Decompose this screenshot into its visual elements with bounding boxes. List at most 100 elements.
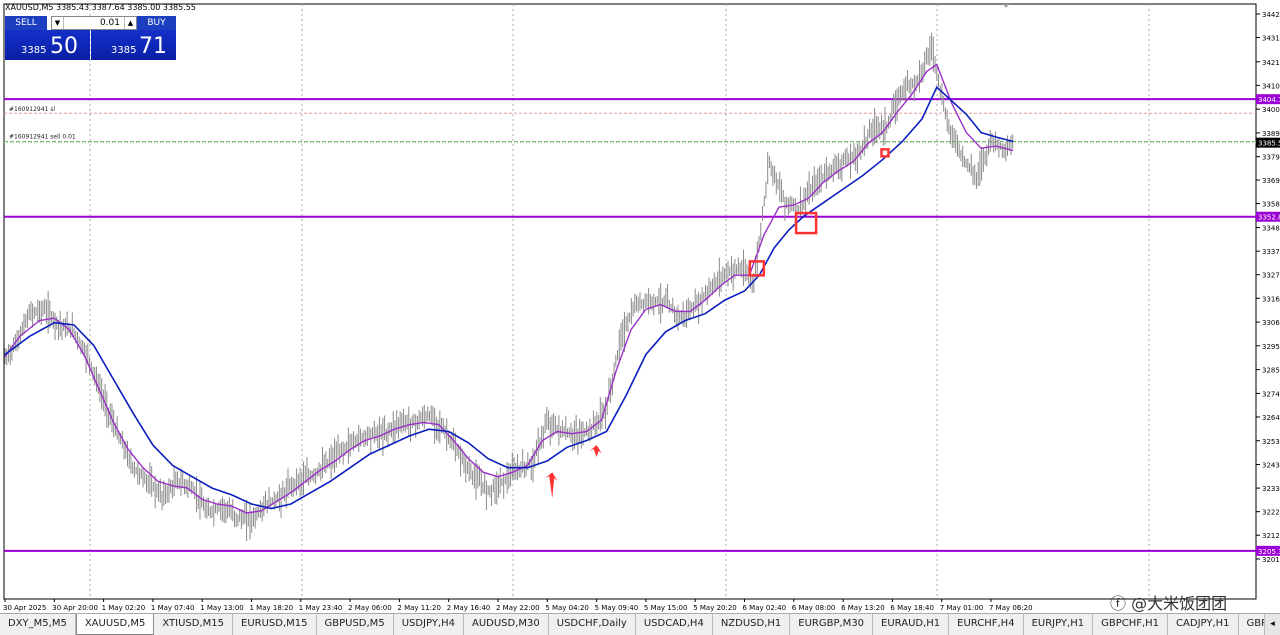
y-tick-label: 3421.2 xyxy=(1262,59,1280,67)
y-tick-label: 3264.4 xyxy=(1262,414,1280,422)
x-tick-label: 7 May 01:00 xyxy=(940,604,984,612)
y-tick-label: 3306.3 xyxy=(1262,319,1280,327)
x-tick-label: 1 May 23:40 xyxy=(299,604,343,612)
x-tick-label: 1 May 13:00 xyxy=(200,604,244,612)
x-tick-label: 1 May 07:40 xyxy=(151,604,195,612)
slow-moving-average-line xyxy=(4,85,1014,510)
current-price-label: 3385.5 xyxy=(1258,140,1280,148)
x-tick-label: 6 May 18:40 xyxy=(890,604,934,612)
chart-tab[interactable]: AUDUSD,M30 xyxy=(464,614,549,635)
order-label: #160912941 sell 0.01 xyxy=(9,134,76,141)
symbol-info-line: XAUUSD,M5 3385.43 3387.64 3385.00 3385.5… xyxy=(5,3,196,12)
lot-size-field[interactable]: ▼ 0.01 ▲ xyxy=(51,16,137,30)
one-click-trade-panel: SELL ▼ 0.01 ▲ BUY 3385 50 3385 71 xyxy=(5,16,176,60)
level-price-tag xyxy=(1256,94,1280,105)
x-tick-label: 2 May 06:00 xyxy=(348,604,392,612)
sell-button[interactable]: SELL xyxy=(5,16,47,30)
lot-increase-icon[interactable]: ▲ xyxy=(124,17,136,29)
fast-moving-average-line xyxy=(4,63,1014,514)
chart-tab[interactable]: USDCHF,Daily xyxy=(549,614,636,635)
buy-button[interactable]: BUY xyxy=(137,16,176,30)
chart-tab[interactable]: GBPCHF,H1 xyxy=(1093,614,1169,635)
plot-frame xyxy=(3,3,1257,600)
x-tick-label: 30 Apr 20:00 xyxy=(52,604,98,612)
level-price-tag xyxy=(1256,211,1280,222)
stop-loss-label: #160912941 sl xyxy=(9,106,55,113)
sell-price-box[interactable]: 3385 50 xyxy=(5,30,90,60)
y-tick-label: 3243.4 xyxy=(1262,462,1280,470)
chart-tab[interactable]: EURJPY,H1 xyxy=(1024,614,1094,635)
chart-tab[interactable]: XTIUSD,M15 xyxy=(154,614,234,635)
chart-tab[interactable]: CADJPY,H1 xyxy=(1168,614,1239,635)
level-price-label: 3404.7 xyxy=(1258,96,1280,104)
chart-tab[interactable]: XAUUSD,M5 xyxy=(75,614,155,635)
x-tick-label: 6 May 08:00 xyxy=(792,604,836,612)
x-tick-label: 30 Apr 2025 xyxy=(3,604,46,612)
chart-tab[interactable]: EURUSD,M15 xyxy=(233,614,317,635)
x-tick-label: 5 May 09:40 xyxy=(595,604,639,612)
arrow-marker xyxy=(545,472,558,499)
highlight-box xyxy=(880,148,890,158)
level-price-label: 3205.3 xyxy=(1258,548,1280,556)
y-tick-label: 3316.8 xyxy=(1262,295,1280,303)
x-tick-label: 7 May 06:20 xyxy=(989,604,1033,612)
chart-tab[interactable]: EURCHF,H4 xyxy=(949,614,1024,635)
y-tick-label: 3379.3 xyxy=(1262,154,1280,162)
chart-tabs-bar: DXY_M5,M5 XAUUSD,M5 XTIUSD,M15 EURUSD,M15 GB… xyxy=(0,613,1280,635)
y-tick-label: 3389.8 xyxy=(1262,130,1280,138)
sell-price-pips: 50 xyxy=(50,34,78,59)
x-tick-label: 2 May 22:00 xyxy=(496,604,540,612)
x-tick-label: 5 May 04:20 xyxy=(545,604,589,612)
symbol-ohlc: XAUUSD,M5 3385.43 3387.64 3385.00 3385.5… xyxy=(5,3,196,12)
chart-shift-icon xyxy=(1003,4,1009,8)
chart-tab[interactable]: USDJPY,H4 xyxy=(394,614,464,635)
chart-tab[interactable]: GBPUSD,M5 xyxy=(317,614,394,635)
y-tick-label: 3400.3 xyxy=(1262,106,1280,114)
chart-tab[interactable]: EURAUD,H1 xyxy=(873,614,950,635)
x-tick-label: 6 May 02:40 xyxy=(743,604,787,612)
x-tick-label: 2 May 11:20 xyxy=(397,604,441,612)
y-tick-label: 3201.7 xyxy=(1262,556,1280,564)
price-chart[interactable]: 3442.3 3431.9 3421.2 3410.8 3400.3 3389.8 3379… xyxy=(0,0,1280,613)
chart-tab[interactable]: EURGBP,M30 xyxy=(790,614,874,635)
y-tick-label: 3295.8 xyxy=(1262,343,1280,351)
watermark: ⓕ @大米饭团团 xyxy=(1110,594,1228,613)
lot-decrease-icon[interactable]: ▼ xyxy=(52,17,64,29)
y-tick-label: 3442.3 xyxy=(1262,11,1280,19)
x-tick-label: 5 May 15:00 xyxy=(644,604,688,612)
highlight-box xyxy=(748,260,766,277)
y-tick-label: 3348.0 xyxy=(1262,225,1280,233)
tab-scroll-left-icon[interactable]: ◂ xyxy=(1264,614,1280,635)
y-tick-label: 3327.2 xyxy=(1262,272,1280,280)
chart-tab[interactable]: DXY_M5,M5 xyxy=(0,614,76,635)
current-price-tag xyxy=(1256,137,1280,148)
y-tick-label: 3274.8 xyxy=(1262,390,1280,398)
lot-size-value[interactable]: 0.01 xyxy=(99,18,120,28)
y-tick-label: 3337.6 xyxy=(1262,248,1280,256)
x-tick-label: 5 May 20:20 xyxy=(693,604,737,612)
x-tick-label: 2 May 16:40 xyxy=(447,604,491,612)
y-tick-label: 3233.0 xyxy=(1262,485,1280,493)
buy-price-pips: 71 xyxy=(139,34,167,59)
y-tick-label: 3212.2 xyxy=(1262,532,1280,540)
buy-price-prefix: 3385 xyxy=(111,45,137,56)
y-tick-label: 3253.9 xyxy=(1262,438,1280,446)
level-price-tag xyxy=(1256,545,1280,556)
x-tick-label: 1 May 18:20 xyxy=(250,604,294,612)
x-tick-label: 6 May 13:20 xyxy=(841,604,885,612)
chart-tab[interactable]: USDCAD,H4 xyxy=(636,614,713,635)
buy-price-box[interactable]: 3385 71 xyxy=(91,30,176,60)
y-tick-label: 3369.0 xyxy=(1262,177,1280,185)
arrow-marker xyxy=(589,445,602,458)
sell-price-prefix: 3385 xyxy=(21,45,47,56)
y-tick-label: 3285.3 xyxy=(1262,367,1280,375)
y-tick-label: 3222.6 xyxy=(1262,509,1280,517)
y-tick-label: 3431.9 xyxy=(1262,35,1280,43)
y-tick-label: 3358.6 xyxy=(1262,201,1280,209)
x-tick-label: 1 May 02:20 xyxy=(102,604,146,612)
y-tick-label: 3410.8 xyxy=(1262,82,1280,90)
highlight-box xyxy=(794,211,818,235)
chart-tab[interactable]: NZDUSD,H1 xyxy=(713,614,791,635)
chart-tab[interactable]: GBPJPY,H1 xyxy=(1239,614,1280,635)
level-price-label: 3352.8 xyxy=(1258,214,1280,222)
